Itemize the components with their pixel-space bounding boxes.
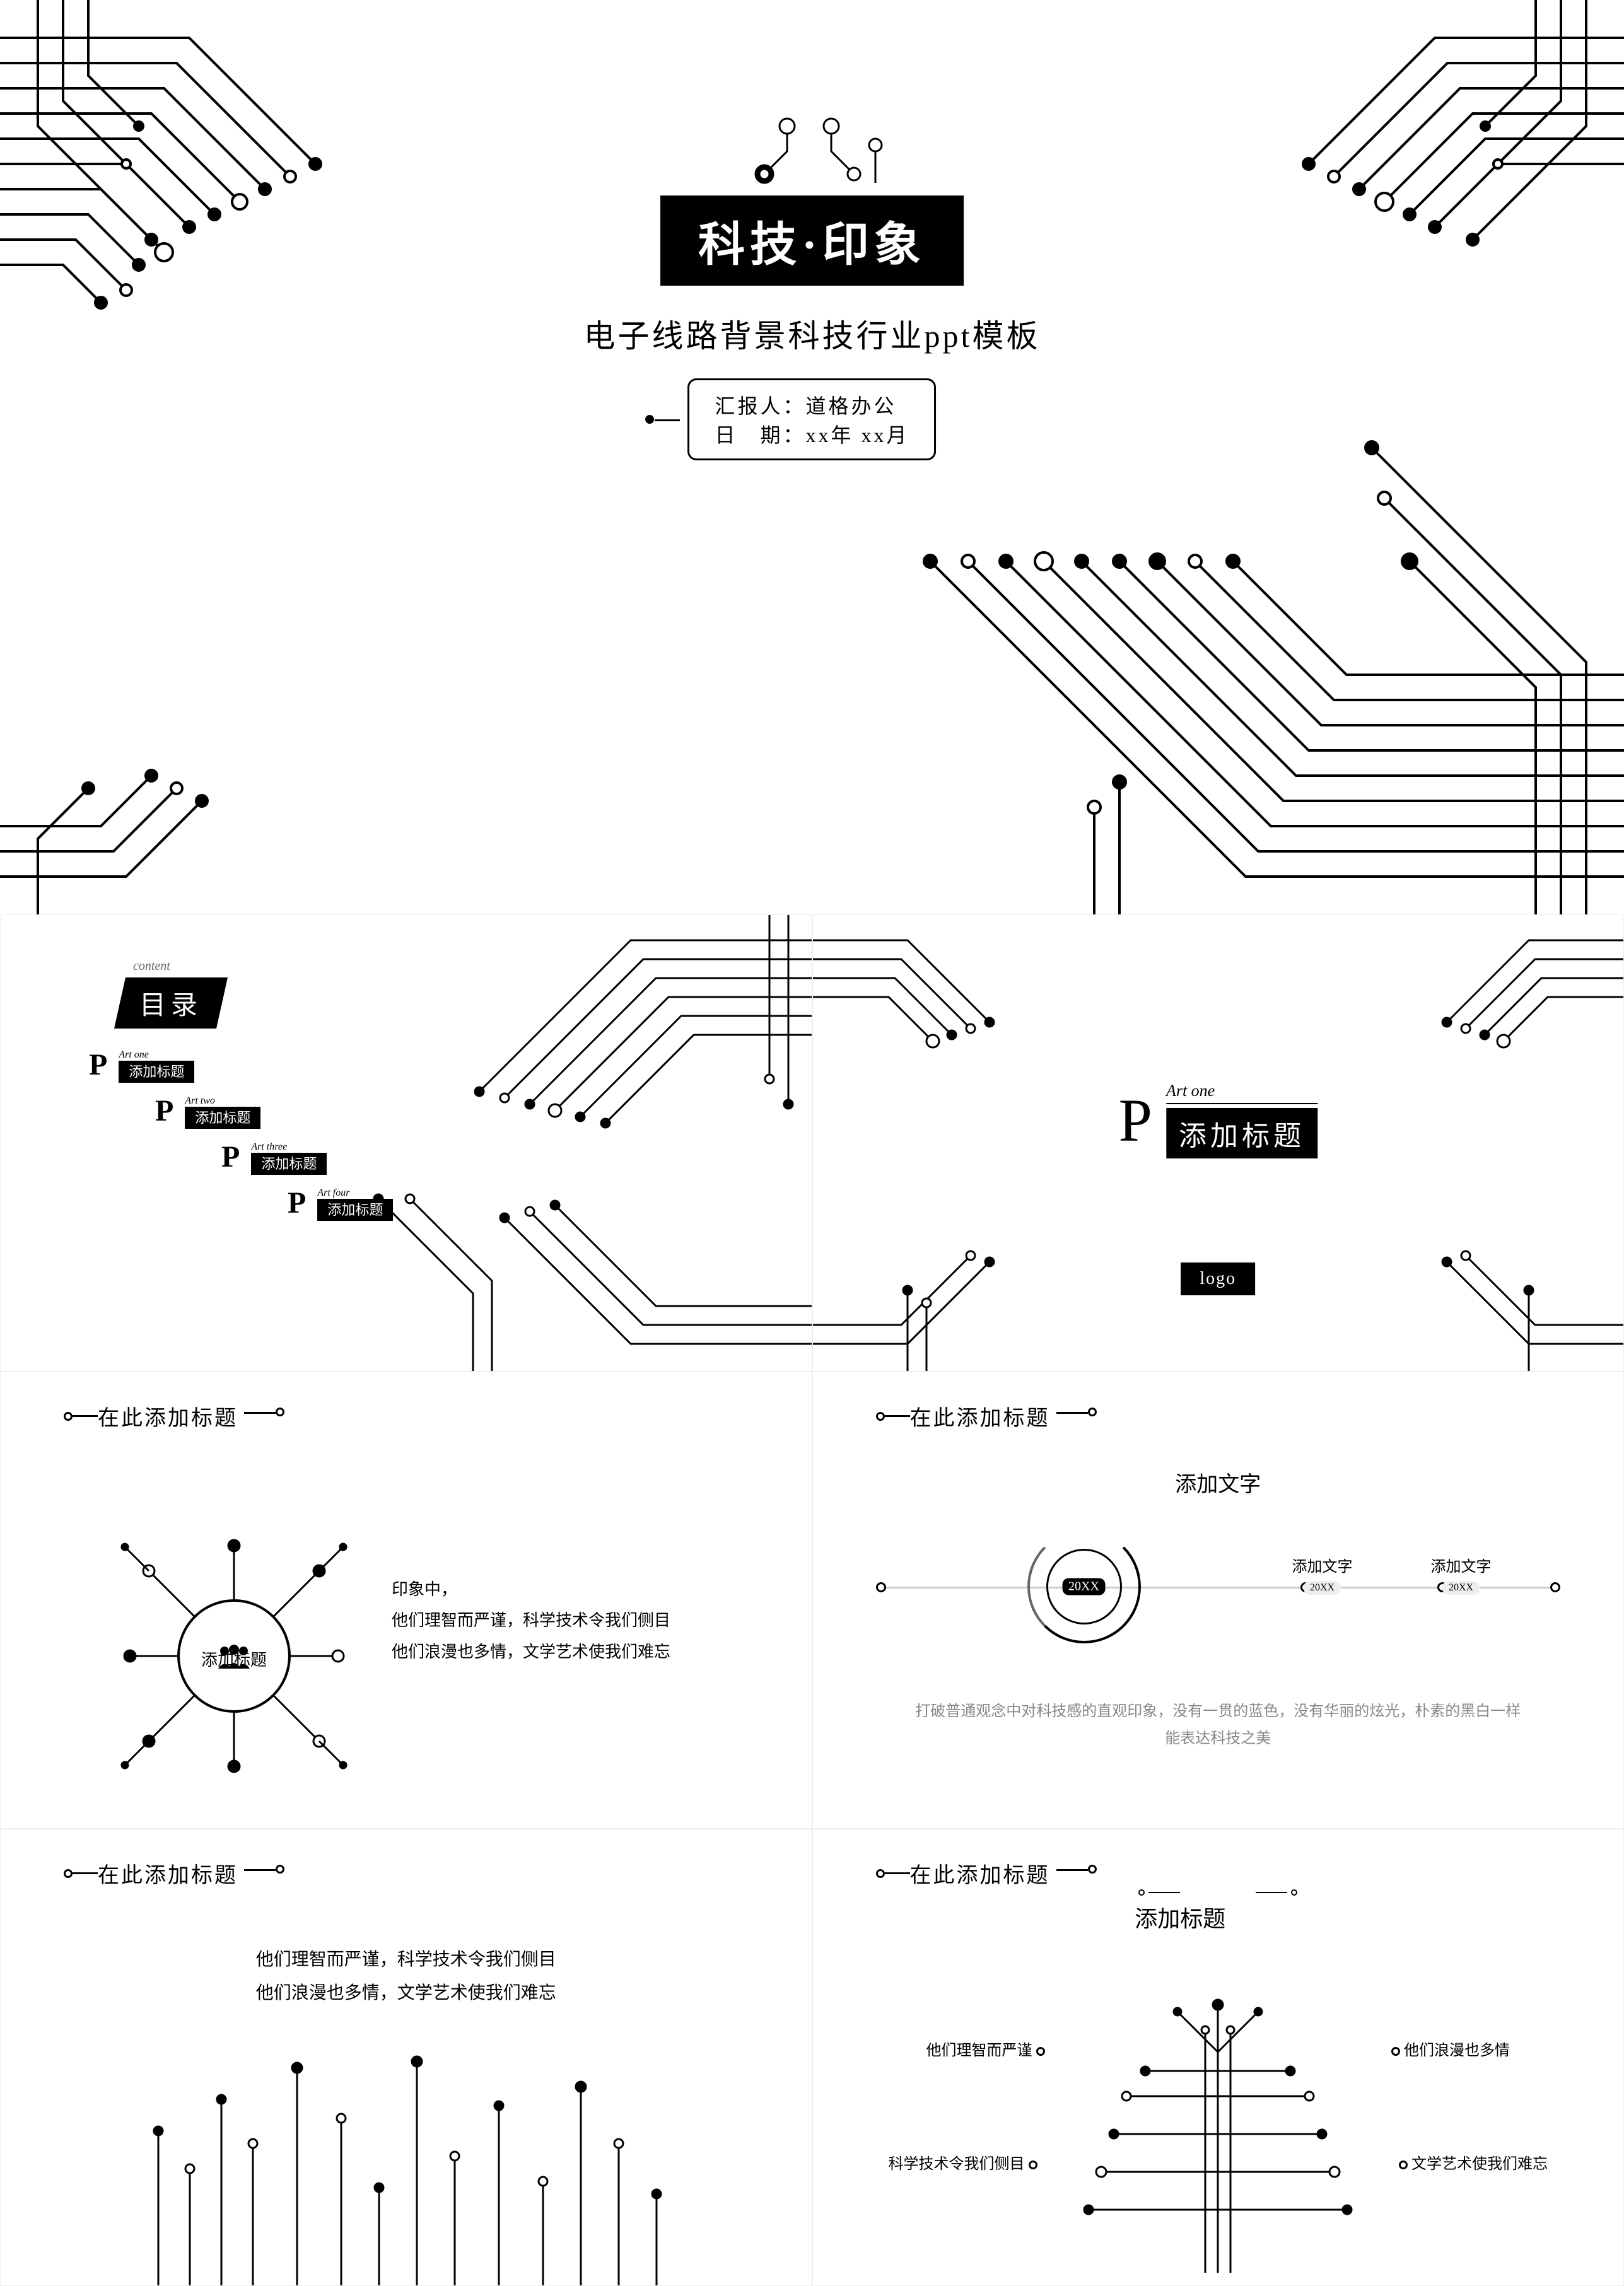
header-dot-icon [876, 1869, 885, 1878]
toc-list: P Art one添加标题 P Art two添加标题 P Art three添… [89, 1047, 393, 1232]
toc-title-4: 添加标题 [317, 1199, 393, 1221]
toc-title-1: 添加标题 [119, 1061, 194, 1083]
text-line2: 他们浪漫也多情，文学艺术使我们难忘 [256, 1976, 556, 2010]
tree-label-q1: 他们理智而严谨 [926, 2038, 1045, 2060]
section-letter: P [1119, 1085, 1152, 1155]
toc-letter: P [155, 1093, 173, 1128]
date-label: 日 期： [715, 424, 805, 446]
header-title: 在此添加标题 [98, 1858, 238, 1889]
meta-box: 汇报人：道格办公 日 期：xx年 xx月 [687, 378, 936, 460]
toc-content-label: content [133, 959, 228, 974]
vertical-circuits [1, 2046, 812, 2285]
circuit-decoration-sec-l [813, 915, 1097, 1372]
toc-art-4: Art four [317, 1187, 349, 1198]
toc-title-3: 添加标题 [251, 1153, 327, 1175]
header-dot-icon [1088, 1865, 1097, 1874]
toc-title-2: 添加标题 [185, 1107, 260, 1129]
toc-item-3: P Art three添加标题 [221, 1140, 393, 1174]
header-title: 在此添加标题 [910, 1858, 1050, 1889]
slide-section: P Art one 添加标题 logo [812, 914, 1624, 1372]
title-decoration [718, 114, 907, 202]
section-title: 添加标题 [1166, 1108, 1317, 1158]
section-art: Art one [1166, 1082, 1317, 1104]
slide-cover: 科技·印象 电子线路背景科技行业ppt模板 汇报人：道格办公 日 期：xx年 x… [0, 0, 1624, 914]
ring-year: 20XX [1062, 1578, 1106, 1595]
toc-title: 目录 [114, 977, 228, 1029]
toc-letter: P [89, 1047, 107, 1082]
toc-item-1: P Art one添加标题 [89, 1047, 393, 1082]
timeline-item-2: 添加文字 20XX [1431, 1554, 1492, 1595]
timeline-ring: 20XX [1027, 1530, 1141, 1643]
toc-art-1: Art one [119, 1049, 149, 1060]
text-para1: 他们理智而严谨，科学技术令我们侧目 [392, 1605, 670, 1636]
main-title: 科技·印象 [660, 195, 964, 286]
toc-letter: P [288, 1186, 306, 1220]
circuit-decoration-bl [0, 599, 315, 914]
reporter-label: 汇报人： [715, 395, 805, 417]
header-title: 在此添加标题 [98, 1401, 238, 1432]
content-header: 在此添加标题 [876, 1858, 1050, 1889]
slide-content-7: 在此添加标题 添加标题 他们理智而严谨 他们浪漫也多情 科学技术令我们侧目 文学… [812, 1829, 1624, 2286]
timeline-item-year: 20XX [1442, 1581, 1480, 1595]
slide-content-6: 在此添加标题 他们理智而严谨，科学技术令我们侧目 他们浪漫也多情，文学艺术使我们… [0, 1829, 812, 2286]
tree-title-box: 添加标题 [1135, 1889, 1301, 1933]
slide-content-4: 在此添加标题 [0, 1372, 812, 1829]
circuit-decoration-tl [0, 0, 568, 504]
tree-label-q4: 文学艺术使我们难忘 [1399, 2151, 1548, 2173]
header-dot-icon [1088, 1408, 1097, 1416]
header-dot-icon [276, 1865, 284, 1874]
tree-title: 添加标题 [1135, 1901, 1301, 1933]
content-text: 印象中， 他们理智而严谨，科学技术令我们侧目 他们浪漫也多情，文学艺术使我们难忘 [392, 1574, 670, 1667]
header-title: 在此添加标题 [910, 1401, 1050, 1432]
radial-diagram: 添加标题 [114, 1536, 354, 1776]
toc-art-2: Art two [185, 1095, 215, 1106]
toc-letter: P [221, 1140, 240, 1174]
slide-content-5: 在此添加标题 添加文字 20XX 添加文字 20XX 添加文字 20XX 打破普… [812, 1372, 1624, 1829]
circuit-tree [1073, 1970, 1363, 2273]
header-dot-icon [64, 1869, 73, 1878]
content-text: 他们理智而严谨，科学技术令我们侧目 他们浪漫也多情，文学艺术使我们难忘 [256, 1943, 556, 2010]
text-para2: 他们浪漫也多情，文学艺术使我们难忘 [392, 1636, 670, 1667]
slide-toc: content 目录 P Art one添加标题 P Art two添加标题 P… [0, 914, 812, 1372]
content-header: 在此添加标题 [64, 1858, 238, 1889]
toc-item-4: P Art four添加标题 [288, 1186, 393, 1220]
toc-art-3: Art three [251, 1141, 287, 1152]
tree-label-q2: 他们浪漫也多情 [1391, 2038, 1510, 2060]
header-dot-icon [276, 1408, 284, 1416]
subtitle: 电子线路背景科技行业ppt模板 [584, 311, 1041, 356]
toc-item-2: P Art two添加标题 [155, 1093, 393, 1128]
section-logo: logo [1181, 1263, 1255, 1295]
content-header: 在此添加标题 [64, 1401, 238, 1432]
date-value: xx年 xx月 [806, 424, 909, 446]
reporter-value: 道格办公 [806, 395, 897, 417]
timeline-main-label: 添加文字 [1175, 1467, 1261, 1498]
timeline-desc: 打破普通观念中对科技感的直观印象，没有一贯的蓝色，没有华丽的炫光，朴素的黑白一样… [914, 1698, 1522, 1752]
timeline-item-year: 20XX [1304, 1581, 1341, 1595]
circuit-decoration-sec-r [1340, 915, 1623, 1372]
header-dot-icon [876, 1412, 885, 1421]
timeline-item-1: 添加文字 20XX [1292, 1554, 1353, 1595]
text-lead: 印象中， [392, 1574, 670, 1605]
text-line1: 他们理智而严谨，科学技术令我们侧目 [256, 1943, 556, 1976]
tree-label-q3: 科学技术令我们侧目 [889, 2151, 1037, 2173]
header-dot-icon [64, 1412, 73, 1421]
timeline-item-label: 添加文字 [1431, 1554, 1492, 1576]
timeline-item-label: 添加文字 [1292, 1554, 1353, 1576]
content-header: 在此添加标题 [876, 1401, 1050, 1432]
people-icon [215, 1643, 253, 1669]
